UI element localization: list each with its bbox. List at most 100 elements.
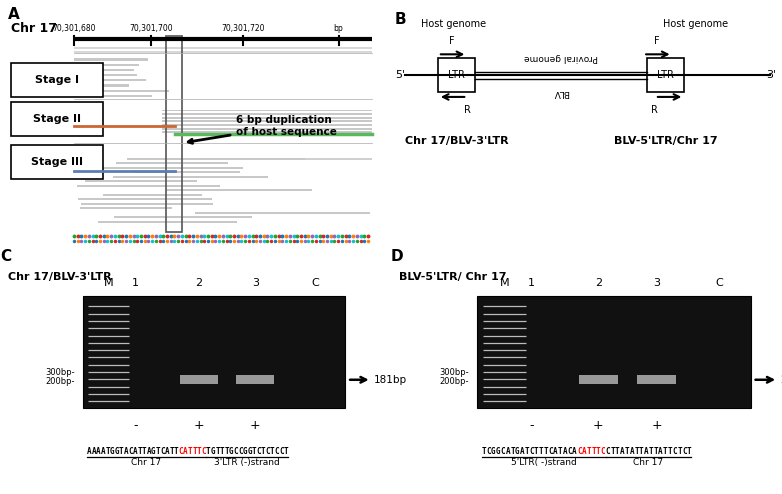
Bar [477,296,751,408]
Text: A: A [183,447,188,455]
Text: bp: bp [334,24,343,33]
Text: A: A [505,447,510,455]
Bar [162,127,371,129]
Text: G: G [247,447,252,455]
Text: -: - [133,419,138,432]
Text: 1: 1 [529,278,535,288]
Text: C: C [202,447,206,455]
Text: C: C [311,278,319,288]
Text: T: T [648,447,653,455]
Text: T: T [596,447,601,455]
Text: G: G [210,447,215,455]
Bar [74,95,152,97]
Text: LTR: LTR [448,70,465,80]
Bar [113,176,268,178]
Text: T: T [174,447,178,455]
Text: C: C [178,447,183,455]
Text: A: A [124,447,128,455]
Text: T: T [206,447,210,455]
Text: BLV-5'LTR/Chr 17: BLV-5'LTR/Chr 17 [614,136,718,146]
Bar [78,199,212,201]
Text: C: C [601,447,605,455]
Bar [647,58,684,92]
Text: R: R [651,105,658,115]
Text: T: T [224,447,229,455]
Bar [74,64,139,66]
Text: 2: 2 [594,278,602,288]
Text: T: T [591,447,596,455]
Bar [162,110,371,112]
Bar [74,89,169,92]
Text: T: T [610,447,615,455]
Bar [127,158,305,160]
Text: BLV-5'LTR/ Chr 17: BLV-5'LTR/ Chr 17 [399,272,506,282]
Bar [74,74,137,76]
Text: T: T [270,447,274,455]
Text: LTR: LTR [657,70,674,80]
Text: 70,301,720: 70,301,720 [221,24,265,33]
Text: 300bp-: 300bp- [439,369,469,377]
Bar [236,375,274,384]
Text: T: T [119,447,124,455]
Bar [85,180,197,182]
Text: Chr 17: Chr 17 [131,458,162,467]
Text: BLV: BLV [553,88,569,97]
Text: A: A [553,447,558,455]
Bar [162,124,371,126]
Text: T: T [687,447,691,455]
Text: -: - [529,419,534,432]
Text: A: A [165,447,170,455]
Bar [134,171,240,173]
Text: F: F [449,36,454,46]
Text: T: T [558,447,562,455]
Bar [83,296,346,408]
Bar [12,145,103,179]
Text: 200bp-: 200bp- [439,377,469,386]
Bar [74,69,135,71]
Text: T: T [142,447,146,455]
Text: G: G [491,447,496,455]
Text: T: T [156,447,160,455]
Text: 1: 1 [131,278,138,288]
Text: D: D [391,249,404,264]
Text: 2: 2 [196,278,203,288]
Text: Host genome: Host genome [421,19,486,29]
Text: T: T [170,447,174,455]
Text: T: T [668,447,673,455]
Bar [162,113,371,115]
Text: C: C [548,447,553,455]
Bar [438,58,475,92]
Text: T: T [615,447,620,455]
Text: C: C [577,447,582,455]
Text: A: A [562,447,567,455]
Bar [74,84,129,86]
Text: M: M [104,278,113,288]
Bar [74,46,371,48]
Text: C: C [160,447,165,455]
Text: T: T [525,447,529,455]
Text: A: A [520,447,525,455]
Text: G: G [229,447,234,455]
Text: C: C [682,447,687,455]
Text: 3': 3' [766,70,776,80]
Text: 3: 3 [252,278,259,288]
Text: T: T [639,447,644,455]
Text: C: C [500,447,505,455]
Text: 300bp-: 300bp- [45,369,75,377]
Bar [637,375,676,384]
Bar [162,131,371,133]
Bar [81,203,213,205]
Text: A: A [87,447,91,455]
Text: T: T [215,447,220,455]
Bar [116,163,228,165]
Text: 70,301,700: 70,301,700 [129,24,173,33]
Text: 3: 3 [654,278,660,288]
Text: C: C [605,447,610,455]
Text: A: A [644,447,648,455]
Bar [102,194,202,196]
Text: 200bp-: 200bp- [45,377,75,386]
Text: C: C [0,249,11,264]
Text: C: C [266,447,270,455]
Text: 181bp: 181bp [374,375,407,385]
Bar [162,121,371,123]
